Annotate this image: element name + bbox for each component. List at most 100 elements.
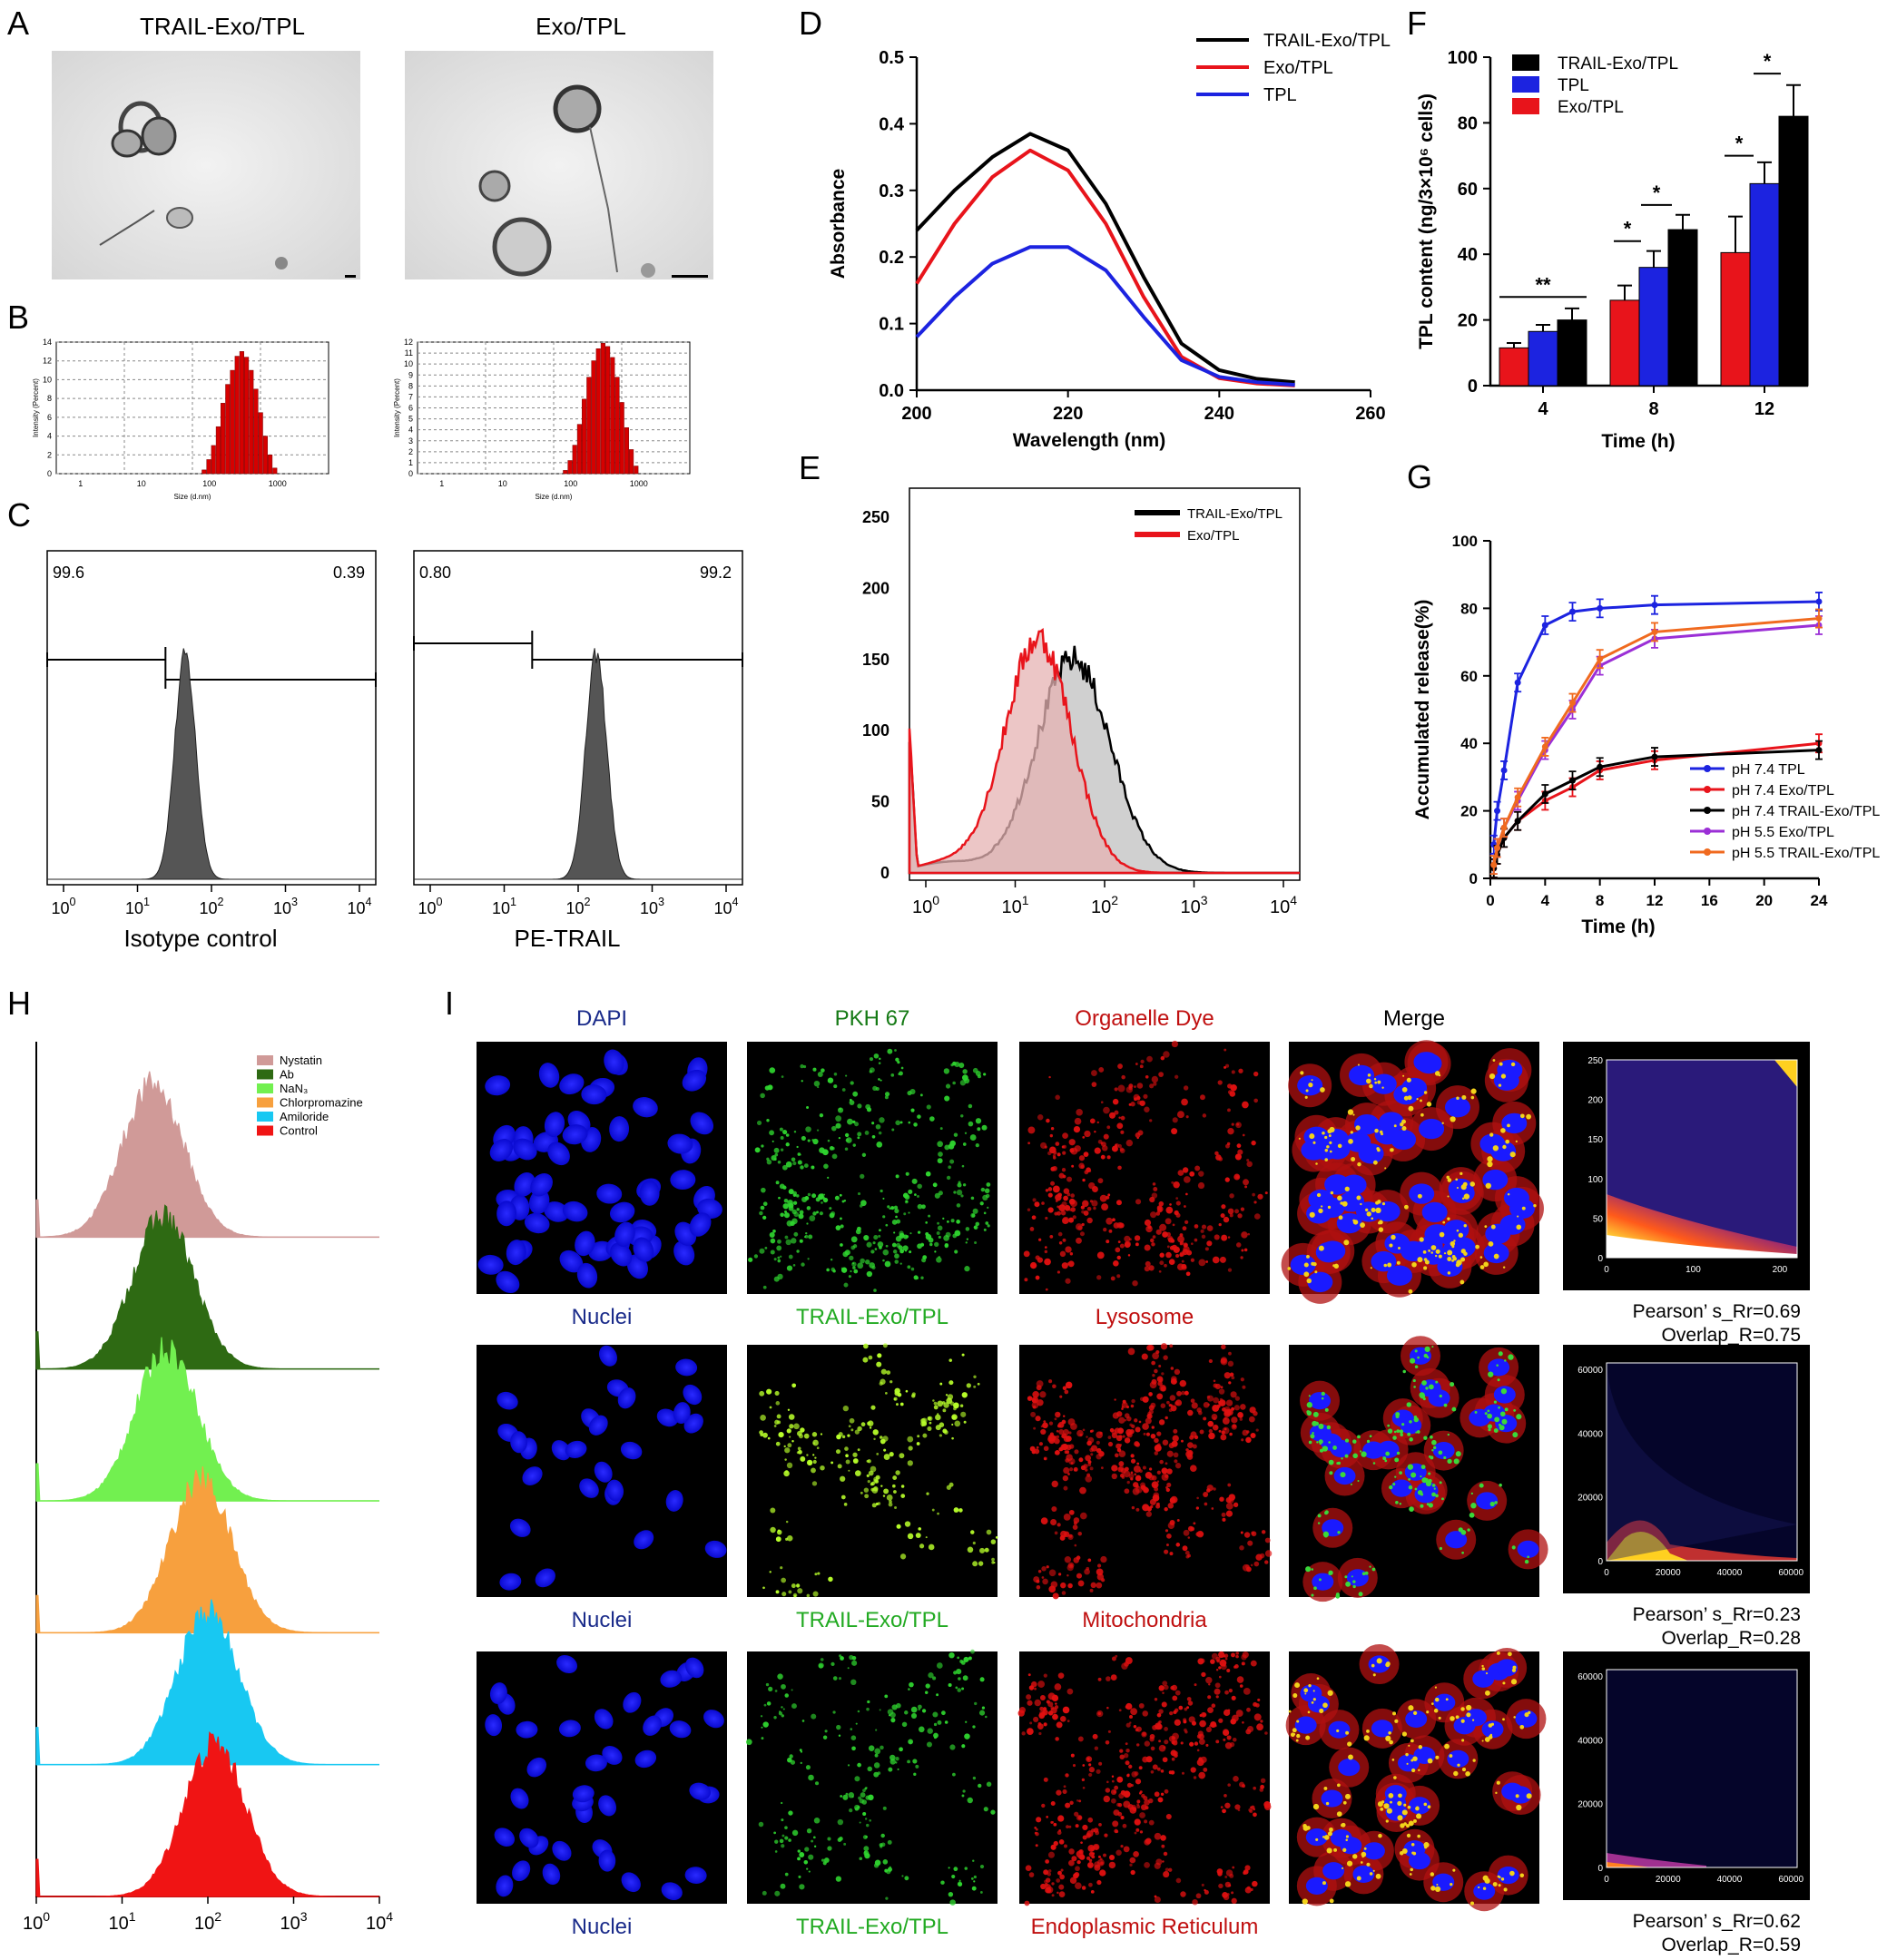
i-green-dot <box>845 1074 848 1077</box>
i-red-dot <box>1121 1662 1128 1670</box>
i-red-dot <box>1113 1790 1116 1794</box>
i-red-dot <box>1139 1064 1144 1069</box>
i-merge-nucleus <box>1371 1720 1393 1738</box>
i-red-dot <box>1076 1555 1081 1561</box>
i-red-dot <box>1087 1558 1092 1563</box>
i-red-dot <box>1027 1126 1036 1134</box>
i-red-dot <box>1125 1705 1129 1709</box>
i-red-dot <box>1052 1165 1057 1171</box>
i-red-dot <box>1065 1381 1073 1389</box>
dls-ytick: 6 <box>408 404 413 413</box>
i-merge-dot <box>1425 1480 1432 1487</box>
dls-ylabel: Intensity (Percent) <box>393 378 401 437</box>
i-green-dot <box>890 1718 896 1723</box>
dls-bar <box>634 466 639 475</box>
i-green-dot <box>796 1583 801 1588</box>
i-green-dot <box>769 1231 775 1238</box>
i-red-dot <box>1144 1244 1151 1251</box>
i-merge-dot <box>1403 1822 1407 1826</box>
i-pearson: Pearson’ s_Rr=0.69 <box>1633 1301 1801 1322</box>
i-merge-dot <box>1415 1806 1420 1810</box>
i-green-dot <box>792 1200 798 1205</box>
i-green-dot <box>772 1229 776 1233</box>
i-green-dot <box>904 1876 909 1881</box>
i-red-dot <box>1073 1521 1077 1525</box>
i-merge-dot <box>1401 1848 1408 1854</box>
i-green-dot <box>917 1195 919 1198</box>
i-red-dot <box>1056 1789 1062 1796</box>
i-merge-dot <box>1312 1698 1316 1701</box>
i-green-dot <box>889 1711 896 1719</box>
i-green-dot <box>871 1122 875 1125</box>
i-green-dot <box>785 1142 790 1147</box>
i-merge-nucleus <box>1309 1392 1332 1410</box>
i-green-dot <box>907 1533 914 1540</box>
dls-bar <box>244 357 250 475</box>
i-merge-dot <box>1431 1346 1434 1348</box>
i-red-dot <box>1135 1199 1142 1205</box>
flow-xtick: 102 <box>565 896 590 917</box>
i-green-dot <box>879 1709 881 1711</box>
i-red-dot <box>1095 1830 1100 1836</box>
i-red-dot <box>1251 1805 1255 1809</box>
i-green-dot <box>791 1829 799 1837</box>
i-green-dot <box>882 1806 887 1810</box>
i-red-dot <box>1189 1171 1195 1177</box>
i-green-dot <box>883 1454 890 1460</box>
i-red-dot <box>1077 1531 1082 1536</box>
i-red-dot <box>1052 1713 1058 1720</box>
i-green-dot <box>870 1250 875 1254</box>
i-red-dot <box>1174 1210 1179 1216</box>
i-merge-dot <box>1340 1201 1343 1205</box>
g-legend-marker <box>1704 765 1711 772</box>
i-merge-dot <box>1413 1710 1418 1715</box>
d-ytick: 0.1 <box>879 315 904 335</box>
i-red-dot <box>1160 1385 1166 1391</box>
i-red-dot <box>1154 1832 1162 1840</box>
i-merge-dot <box>1317 1514 1322 1518</box>
i-nucleus <box>643 1715 662 1736</box>
gate-bar-left <box>46 652 166 667</box>
i-green-dot <box>875 1729 878 1731</box>
f-errorbar <box>1646 250 1661 268</box>
i-red-dot <box>1127 1254 1131 1257</box>
i-red-dot <box>1257 1193 1263 1200</box>
i-row-label: TRAIL-Exo/TPL <box>796 1608 948 1632</box>
i-merge-dot <box>1360 1222 1365 1228</box>
i-merge-dot <box>1516 1414 1522 1420</box>
i-green-dot <box>870 1482 874 1486</box>
i-red-dot <box>1115 1200 1122 1206</box>
i-green-dot <box>789 1754 793 1759</box>
i-green-dot <box>759 1390 765 1396</box>
i-green-dot <box>852 1266 856 1269</box>
i-red-dot <box>1253 1098 1258 1103</box>
i-red-dot <box>1091 1070 1097 1076</box>
i-red-dot <box>1130 1708 1138 1716</box>
i-red-dot <box>1135 1485 1143 1494</box>
i-red-dot <box>1231 1416 1238 1424</box>
i-green-dot <box>960 1194 964 1198</box>
i-red-dot <box>1175 1877 1182 1884</box>
dls-bar <box>629 449 634 475</box>
i-green-dot <box>767 1436 771 1440</box>
i-red-dot <box>1100 1555 1107 1563</box>
i-green-dot <box>990 1809 996 1815</box>
i-green-dot <box>835 1115 842 1122</box>
i-green-dot <box>891 1704 898 1710</box>
i-red-dot <box>1057 1270 1061 1274</box>
i-green-dot <box>848 1469 850 1472</box>
i-green-dot <box>769 1067 776 1073</box>
i-green-dot <box>775 1441 781 1446</box>
g-xtick: 16 <box>1701 892 1718 909</box>
i-green-dot <box>774 1839 779 1844</box>
i-green-dot <box>797 1153 801 1156</box>
i-merge-dot <box>1370 1267 1372 1269</box>
i-red-dot <box>1178 1705 1184 1710</box>
i-merge-dot <box>1450 1240 1456 1247</box>
i-merge-dot <box>1459 1279 1465 1285</box>
i-red-dot <box>1090 1889 1095 1894</box>
i-merge-dot <box>1394 1457 1400 1463</box>
i-green-dot <box>854 1470 861 1476</box>
i-green-dot <box>903 1234 909 1240</box>
